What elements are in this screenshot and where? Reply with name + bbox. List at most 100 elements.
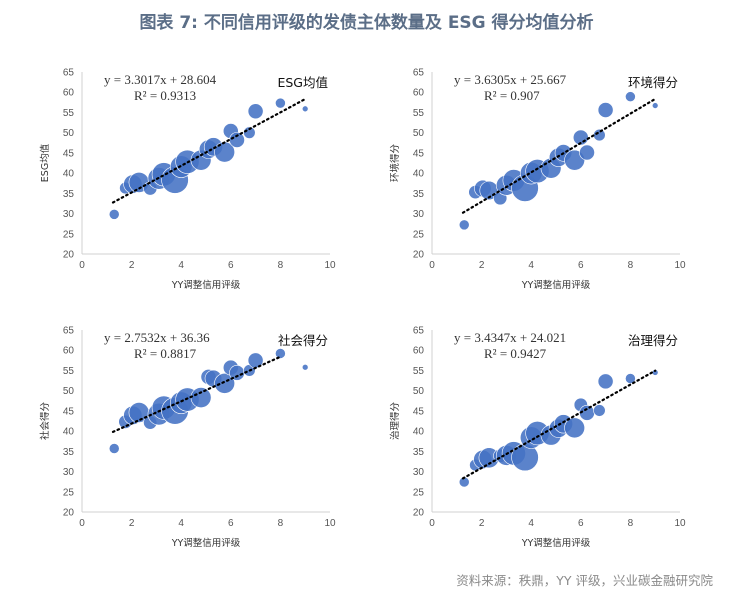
chart-title: 社会得分 (278, 333, 328, 348)
chart-social-score: 20 25 30 35 40 45 50 55 60 65 0 2 4 6 8 10 YY调整信用评级 社会得分 y… (39, 326, 336, 550)
y-tick-label: 50 (413, 128, 425, 139)
y-tick-label: 35 (413, 189, 425, 200)
chart-esg-mean: 20 25 30 35 40 45 50 55 60 65 0 2 4 6 8 10 YY调整信用评级 ESG均值… (39, 68, 336, 292)
x-tick-label: 8 (628, 518, 634, 529)
chart-title: 治理得分 (628, 333, 678, 348)
x-tick-label: 10 (674, 260, 686, 271)
y-tick-label: 60 (413, 88, 425, 99)
r-squared: R² = 0.8817 (134, 346, 197, 361)
x-axis-label: YY调整信用评级 (521, 537, 591, 549)
y-tick-label: 35 (63, 447, 75, 458)
y-tick-label: 45 (63, 406, 75, 417)
y-tick-label: 55 (63, 366, 75, 377)
x-tick-label: 2 (129, 260, 135, 271)
y-tick-label: 35 (63, 189, 75, 200)
y-tick-label: 40 (63, 169, 75, 180)
y-tick-label: 40 (413, 169, 425, 180)
y-tick-label: 60 (413, 346, 425, 357)
data-point-bubble (593, 404, 606, 417)
y-tick-label: 25 (413, 229, 425, 240)
data-point-bubble (651, 102, 659, 109)
data-point-bubble (593, 128, 606, 142)
x-tick-label: 6 (578, 260, 584, 271)
y-tick-label: 20 (413, 250, 425, 261)
y-tick-label: 20 (413, 508, 425, 519)
x-tick-label: 2 (479, 518, 485, 529)
chart-title: ESG均值 (277, 75, 328, 90)
r-squared: R² = 0.9313 (134, 88, 196, 103)
y-axis-label: ESG均值 (39, 143, 51, 182)
trend-equation: y = 3.6305x + 25.667 (454, 72, 567, 87)
chart-governance-score: 20 25 30 35 40 45 50 55 60 65 0 2 4 6 8 10 YY调整信用评级 治理得分 y… (389, 326, 686, 550)
y-tick-label: 25 (413, 487, 425, 498)
y-tick-label: 50 (413, 386, 425, 397)
x-tick-label: 0 (429, 260, 435, 271)
y-tick-label: 25 (63, 487, 75, 498)
y-tick-label: 45 (63, 148, 75, 159)
source-note: 资料来源：秩鼎，YY 评级，兴业碳金融研究院 (456, 573, 713, 588)
data-point-bubble (458, 219, 470, 231)
y-axis-label: 治理得分 (389, 402, 401, 441)
y-tick-label: 55 (63, 108, 75, 119)
trendline (111, 355, 282, 434)
data-point-bubble (214, 373, 235, 394)
data-point-bubble (564, 417, 585, 439)
data-point-bubble (275, 348, 286, 359)
data-point-bubble (247, 103, 264, 120)
y-tick-label: 65 (63, 68, 75, 79)
y-tick-label: 30 (413, 209, 425, 220)
x-axis-label: YY调整信用评级 (521, 279, 591, 291)
x-tick-label: 10 (674, 518, 686, 529)
y-tick-label: 50 (63, 386, 75, 397)
data-point-bubble (275, 97, 286, 109)
trendline (111, 97, 307, 204)
y-tick-label: 30 (63, 467, 75, 478)
y-tick-label: 20 (63, 508, 75, 519)
trendline (461, 97, 657, 214)
y-tick-label: 45 (413, 406, 425, 417)
data-point-bubble (108, 209, 120, 220)
x-tick-label: 6 (228, 518, 234, 529)
x-tick-label: 6 (228, 260, 234, 271)
trendline (461, 369, 657, 480)
y-tick-label: 50 (63, 128, 75, 139)
chart-environment-score: 20 25 30 35 40 45 50 55 60 65 0 2 4 6 8 10 YY调整信用评级 环境得分 y… (389, 68, 686, 292)
x-tick-label: 4 (178, 518, 184, 529)
data-point-bubble (625, 373, 636, 384)
trend-equation: y = 3.3017x + 28.604 (104, 72, 217, 87)
y-tick-label: 65 (63, 326, 75, 337)
y-tick-label: 65 (413, 68, 425, 79)
data-point-bubble (597, 373, 614, 390)
data-point-bubble (597, 102, 614, 118)
y-tick-label: 35 (413, 447, 425, 458)
data-point-bubble (190, 387, 212, 408)
y-axis-label: 环境得分 (389, 144, 401, 183)
y-tick-label: 55 (413, 366, 425, 377)
page-title: 图表 7: 不同信用评级的发债主体数量及 ESG 得分均值分析 (139, 13, 594, 33)
y-axis-label: 社会得分 (39, 402, 51, 441)
x-tick-label: 10 (324, 260, 336, 271)
r-squared: R² = 0.907 (484, 88, 540, 103)
x-tick-label: 8 (278, 260, 284, 271)
data-point-bubble (301, 105, 309, 113)
data-point-bubble (579, 144, 595, 161)
x-tick-label: 0 (79, 518, 85, 529)
y-tick-label: 55 (413, 108, 425, 119)
x-tick-label: 10 (324, 518, 336, 529)
y-tick-label: 45 (413, 148, 425, 159)
x-axis-label: YY调整信用评级 (171, 537, 241, 549)
data-point-bubble (625, 91, 636, 103)
trend-equation: y = 2.7532x + 36.36 (104, 330, 210, 345)
x-tick-label: 8 (278, 518, 284, 529)
y-tick-label: 60 (63, 88, 75, 99)
x-tick-label: 4 (528, 518, 534, 529)
y-tick-label: 60 (63, 346, 75, 357)
trend-equation: y = 3.4347x + 24.021 (454, 330, 566, 345)
x-tick-label: 0 (79, 260, 85, 271)
chart-title: 环境得分 (628, 75, 678, 90)
y-tick-label: 65 (413, 326, 425, 337)
x-tick-label: 6 (578, 518, 584, 529)
x-tick-label: 4 (178, 260, 184, 271)
data-point-bubble (301, 363, 309, 371)
r-squared: R² = 0.9427 (484, 346, 547, 361)
